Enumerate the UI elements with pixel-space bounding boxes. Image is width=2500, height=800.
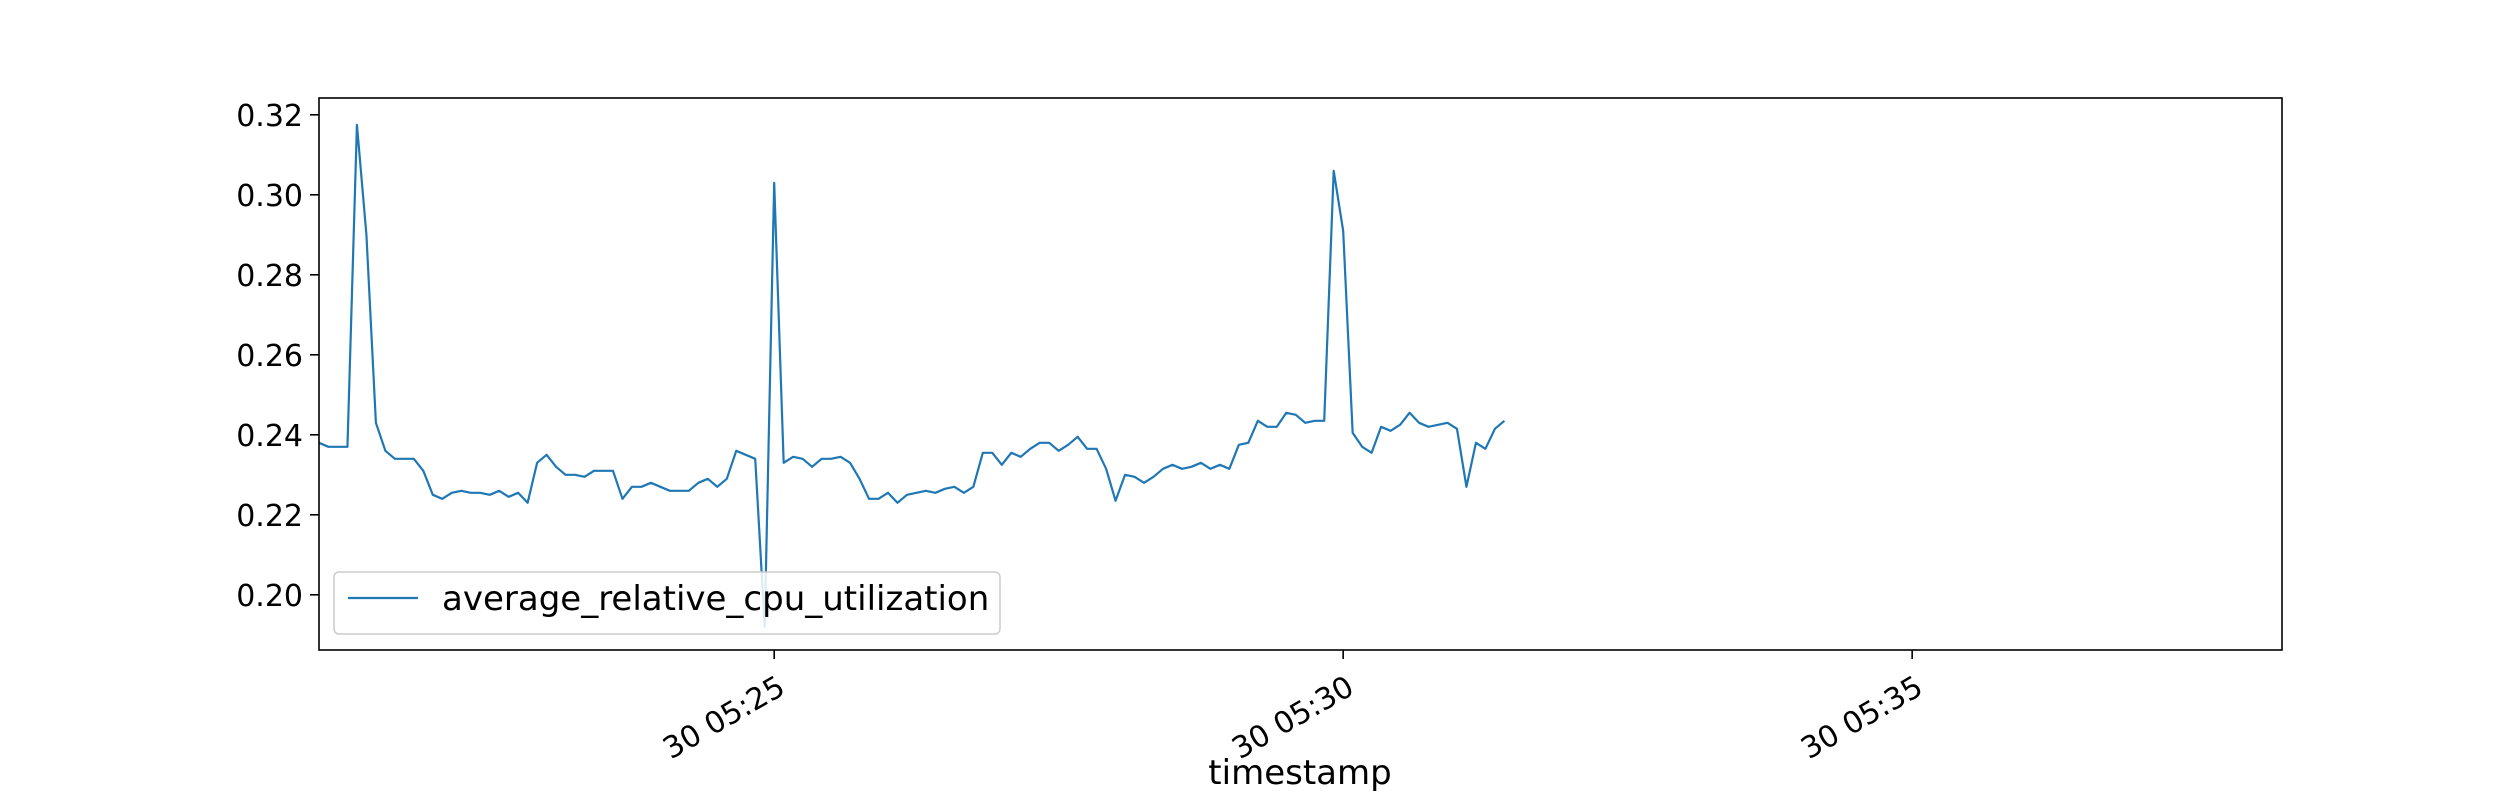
y-tick-label: 0.30 (236, 179, 303, 214)
legend-label: average_relative_cpu_utilization (442, 579, 989, 619)
series-line-cpu-utilization (318, 123, 1506, 628)
x-axis-title: timestamp (1208, 753, 1391, 793)
y-tick-label: 0.24 (236, 419, 303, 454)
y-tick-label: 0.32 (236, 99, 303, 134)
y-tick-label: 0.28 (236, 259, 303, 294)
ticks-layer: 0.20 0.22 0.24 0.26 0.28 0.30 0.32 30 05:25 30 0… (236, 99, 1929, 767)
legend: average_relative_cpu_utilization (333, 571, 1001, 635)
legend-box (333, 571, 1001, 635)
y-tick-label: 0.26 (236, 339, 303, 374)
plot-area-frame (318, 97, 2283, 651)
x-tick-label: 30 05:35 (1795, 669, 1929, 766)
y-tick-label: 0.20 (236, 579, 303, 614)
series-layer (318, 123, 1506, 628)
x-tick-label: 30 05:25 (657, 669, 791, 766)
y-tick-label: 0.22 (236, 499, 303, 534)
